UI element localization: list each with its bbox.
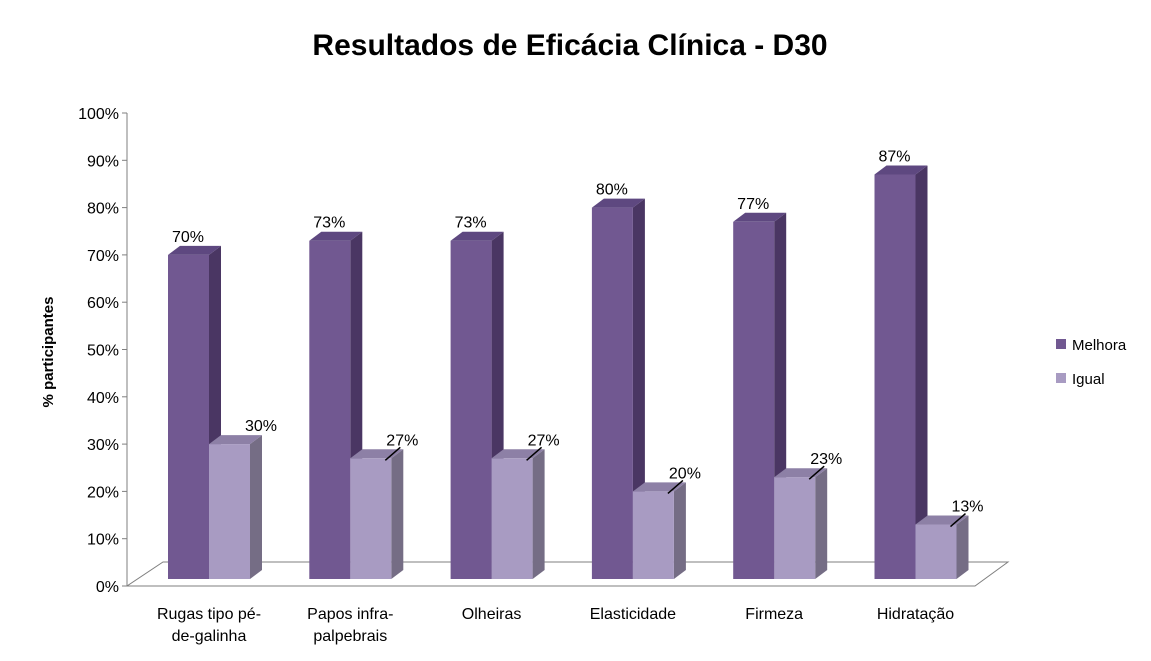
leader-line: [667, 479, 684, 494]
bar-igual-0: [209, 435, 262, 579]
bar-front: [350, 458, 392, 579]
data-label-melhora: 73%: [455, 215, 487, 232]
data-label-igual: 13%: [952, 499, 984, 516]
y-tick-label: 60%: [87, 295, 119, 312]
bar-front: [491, 458, 533, 579]
bar-side: [632, 198, 645, 579]
bar-top: [309, 231, 363, 241]
bar-front: [168, 254, 209, 579]
bar-top: [874, 165, 928, 175]
bar-top: [591, 198, 645, 208]
bars: [168, 165, 969, 580]
data-label-igual: 27%: [528, 432, 560, 449]
bar-igual-2: [491, 449, 545, 579]
bar-igual-4: [774, 468, 828, 579]
bar-top: [209, 435, 262, 445]
legend-swatch-igual: [1056, 373, 1066, 383]
data-label-igual: 27%: [386, 432, 418, 449]
y-tick-label: 30%: [87, 437, 119, 454]
leader-line: [526, 446, 543, 461]
bar-igual-1: [350, 449, 404, 579]
category-label: Firmeza: [745, 606, 803, 623]
category-label: Olheiras: [462, 606, 522, 623]
bar-front: [915, 524, 957, 579]
legend-label-melhora: Melhora: [1072, 337, 1127, 354]
y-tick-label: 70%: [87, 248, 119, 265]
chart-title: Resultados de Eficácia Clínica - D30: [312, 29, 827, 62]
bar-front: [450, 240, 492, 579]
bar-igual-5: [915, 515, 969, 579]
legend-swatch-melhora: [1056, 339, 1066, 349]
data-label-igual: 23%: [810, 451, 842, 468]
bar-melhora-3: [591, 198, 645, 579]
category-label: Hidratação: [877, 606, 954, 623]
legend: Melhora Igual: [1056, 337, 1127, 388]
y-tick-label: 100%: [78, 106, 119, 123]
bar-melhora-0: [168, 245, 221, 579]
data-label-melhora: 87%: [878, 148, 910, 165]
bar-side: [673, 482, 686, 579]
category-label: Elasticidade: [590, 606, 676, 623]
leader-line: [808, 465, 825, 480]
bar-side: [815, 468, 828, 579]
category-label: Papos infra-palpebrais: [307, 606, 393, 645]
data-label-melhora: 80%: [596, 182, 628, 199]
bar-top: [733, 212, 787, 222]
legend-label-igual: Igual: [1072, 371, 1105, 388]
data-label-melhora: 73%: [313, 215, 345, 232]
bar-front: [733, 221, 775, 580]
bar-side: [532, 449, 545, 579]
bar-side: [956, 515, 969, 579]
data-label-melhora: 77%: [737, 196, 769, 213]
bar-front: [591, 207, 633, 579]
y-axis-label: % participantes: [40, 297, 57, 408]
category-labels: Rugas tipo pé-de-galinha Papos infra-palp…: [157, 606, 954, 645]
category-label: Rugas tipo pé-de-galinha: [157, 606, 261, 645]
bar-melhora-1: [309, 231, 363, 579]
data-label-igual: 30%: [245, 418, 277, 435]
bar-top: [168, 245, 221, 255]
data-labels: 70% 30% 73% 27% 73% 27% 80% 20% 77% 23% 87% 13%: [172, 148, 984, 528]
bar-front: [774, 477, 816, 579]
bar-front: [874, 174, 916, 580]
y-tick-label: 90%: [87, 153, 119, 170]
y-tick-label: 20%: [87, 484, 119, 501]
y-tick-label: 80%: [87, 201, 119, 218]
y-tick-label: 10%: [87, 532, 119, 549]
bar-front: [209, 444, 250, 579]
leader-line: [384, 446, 401, 461]
y-tick-label: 50%: [87, 343, 119, 360]
bar-melhora-5: [874, 165, 928, 580]
y-tick-label: 0%: [96, 579, 119, 596]
leader-line: [950, 512, 966, 528]
bar-side: [391, 449, 404, 579]
y-tick-label: 40%: [87, 390, 119, 407]
y-axis: 0% 10% 20% 30% 40% 50% 60% 70% 80% 90% 100%: [78, 106, 975, 596]
data-label-melhora: 70%: [172, 229, 204, 246]
bar-side: [915, 165, 928, 580]
data-label-igual: 20%: [669, 465, 701, 482]
bar-igual-3: [632, 482, 686, 579]
bar-melhora-4: [733, 212, 787, 580]
bar-side: [250, 435, 262, 579]
bar-front: [632, 491, 674, 579]
bar-front: [309, 240, 351, 579]
bar-top: [450, 231, 504, 241]
